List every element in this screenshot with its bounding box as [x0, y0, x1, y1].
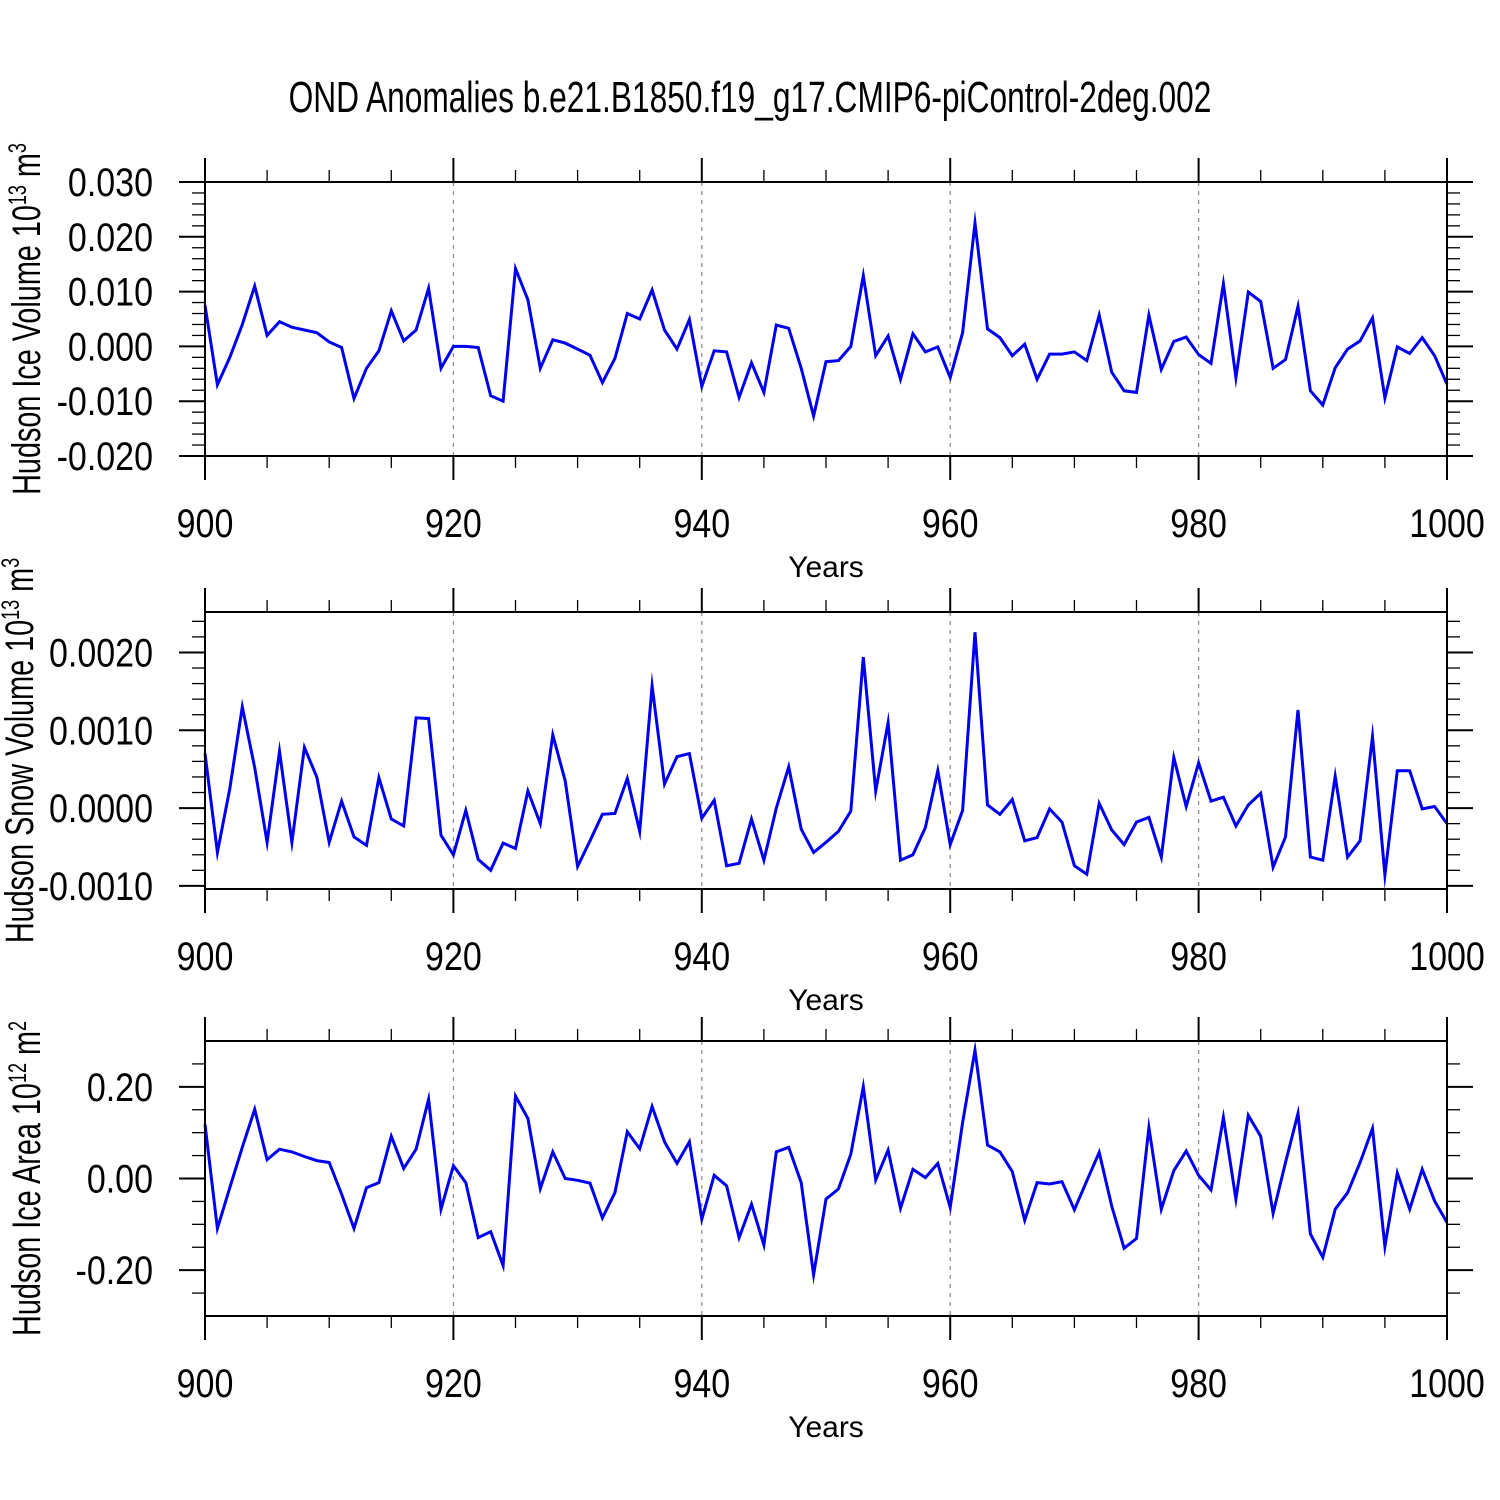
chart-title: OND Anomalies b.e21.B1850.f19_g17.CMIP6-…	[288, 73, 1212, 122]
x-tick-label: 1000	[1409, 933, 1485, 978]
y-title-text: Hudson Ice Volume 10	[4, 205, 49, 495]
y-tick-label: -0.020	[57, 433, 153, 478]
y-title-sup: 12	[3, 1063, 32, 1083]
series-line	[203, 210, 1449, 423]
y-tick-label: 0.010	[68, 269, 153, 314]
y-axis-title: Hudson Snow Volume 1013 m3	[0, 558, 42, 943]
x-tick-label: 900	[177, 500, 234, 545]
x-tick-label: 980	[1170, 1360, 1227, 1405]
x-tick-label: 960	[922, 500, 979, 545]
y-tick-label: 0.0020	[49, 630, 153, 675]
x-tick-label: 980	[1170, 500, 1227, 545]
plot-frame	[204, 611, 1448, 890]
x-tick-label: 960	[922, 1360, 979, 1405]
y-tick-label: -0.0010	[38, 863, 153, 908]
x-tick-label: 940	[673, 933, 730, 978]
x-axis-title: Years	[788, 984, 864, 1017]
x-axis-title: Years	[788, 1411, 864, 1444]
y-title-text: Hudson Ice Area 10	[4, 1083, 49, 1336]
y-axis-title: Hudson Ice Volume 1013 m3	[3, 143, 49, 495]
series-line	[203, 632, 1449, 890]
plot-frame	[204, 1040, 1448, 1317]
x-tick-label: 980	[1170, 933, 1227, 978]
y-title-unit: m	[4, 1031, 49, 1063]
x-tick-label: 1000	[1409, 1360, 1485, 1405]
y-title-sup: 13	[3, 185, 32, 205]
y-tick-label: 0.030	[68, 159, 153, 204]
x-tick-label: 900	[177, 1360, 234, 1405]
x-tick-label: 920	[425, 933, 482, 978]
y-title-text: Hudson Snow Volume 10	[0, 620, 42, 943]
y-title-unit-sup: 3	[0, 558, 25, 568]
panel-2: 0.0020 0.0010 0.0000 -0.0010 900 920 940 960 980…	[0, 558, 1485, 1017]
y-tick-label: -0.010	[57, 379, 153, 424]
panel-3: 0.20 0.00 -0.20 900 920 940 960 980 1000 Years Hud…	[3, 1017, 1485, 1444]
y-tick-label: 0.020	[68, 214, 153, 259]
y-tick-label: -0.20	[76, 1248, 153, 1293]
panel-1: 0.030 0.020 0.010 0.000 -0.010 -0.020 900 920 94…	[3, 143, 1485, 584]
y-title-unit: m	[0, 568, 42, 600]
x-tick-label: 920	[425, 500, 482, 545]
x-tick-label: 960	[922, 933, 979, 978]
plot-frame	[204, 181, 1448, 457]
x-tick-label: 940	[673, 1360, 730, 1405]
y-tick-label: 0.0010	[49, 708, 153, 753]
x-tick-label: 920	[425, 1360, 482, 1405]
y-tick-label: 0.00	[87, 1156, 153, 1201]
x-tick-label: 940	[673, 500, 730, 545]
y-tick-label: 0.000	[68, 324, 153, 369]
x-tick-label: 1000	[1409, 500, 1485, 545]
y-axis-title: Hudson Ice Area 1012 m2	[3, 1021, 49, 1336]
y-title-sup: 13	[0, 600, 25, 620]
y-title-unit-sup: 2	[3, 1021, 32, 1031]
y-tick-label: 0.0000	[49, 785, 153, 830]
y-title-unit: m	[4, 153, 49, 185]
y-title-unit-sup: 3	[3, 143, 32, 153]
y-tick-label: 0.20	[87, 1064, 153, 1109]
series-line	[203, 1040, 1449, 1285]
x-axis-title: Years	[788, 551, 864, 584]
x-tick-label: 900	[177, 933, 234, 978]
